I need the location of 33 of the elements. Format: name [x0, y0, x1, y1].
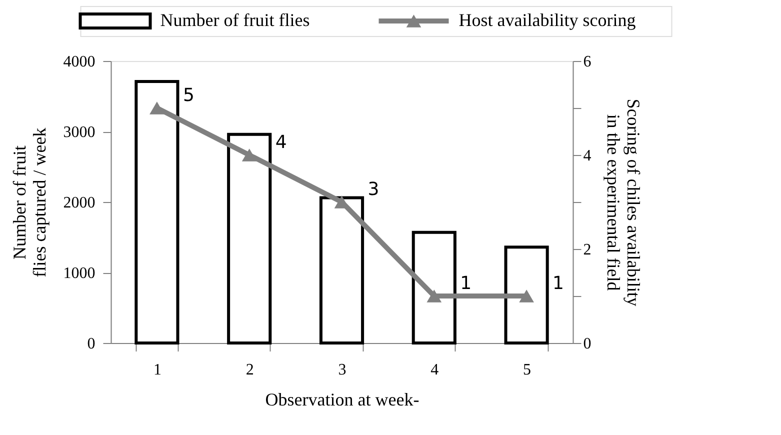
- y-tick-label: 1000: [63, 265, 96, 282]
- data-label: 3: [368, 179, 380, 200]
- x-tick-label: 2: [246, 362, 254, 378]
- bar: [227, 132, 272, 344]
- y2-axis-title: Scoring of chiles availability in the experimental field: [603, 98, 644, 306]
- x-tick-label: 1: [153, 362, 162, 378]
- y2-tick-label: 2: [583, 242, 592, 258]
- bar: [319, 196, 364, 344]
- x-tick-label: 5: [523, 362, 532, 378]
- point: [426, 290, 442, 302]
- bar: [134, 80, 180, 344]
- data-label: 4: [275, 132, 287, 153]
- y-axis-title: Number of fruit flies captured / week: [9, 128, 50, 278]
- point: [150, 102, 164, 114]
- bar: [412, 230, 456, 344]
- y-tick-label: 4000: [63, 54, 96, 70]
- y2-tick-label: 4: [583, 148, 592, 164]
- y2-tick-label: 0: [583, 336, 592, 352]
- x-axis-title: Observation at week-: [265, 390, 420, 410]
- x-tick-label: 4: [430, 362, 439, 378]
- y-tick-label: 2000: [63, 194, 96, 212]
- point: [519, 290, 534, 302]
- point: [242, 148, 257, 162]
- legend-label: Host availability scoring: [458, 10, 636, 30]
- y-tick-label: 3000: [63, 124, 96, 141]
- y-tick-label: 0: [87, 336, 96, 352]
- legend-label: Number of fruit flies: [160, 10, 310, 30]
- y2-tick-label: 6: [583, 54, 592, 70]
- data-label: 5: [182, 85, 194, 106]
- data-label: 1: [552, 273, 564, 294]
- data-label: 1: [460, 273, 472, 294]
- bar: [504, 246, 549, 344]
- x-tick-label: 3: [338, 362, 346, 378]
